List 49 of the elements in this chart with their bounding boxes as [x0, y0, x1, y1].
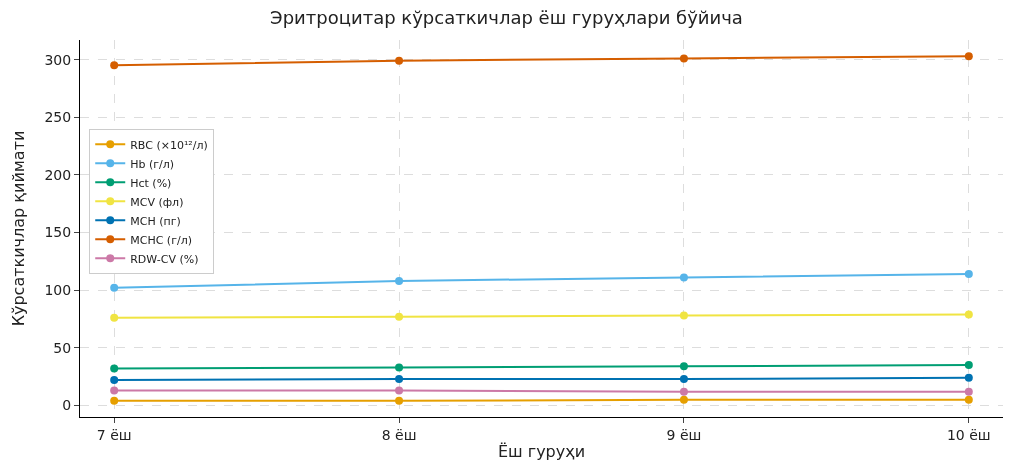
point [395, 396, 404, 405]
legend-label: MCV (фл) [130, 195, 184, 209]
y-tick-label: 300 [44, 51, 72, 68]
legend-label: MCHC (г/л) [130, 233, 192, 247]
y-tick-label: 0 [62, 397, 72, 414]
legend-label: RBC (×10¹²/л) [130, 138, 208, 152]
point [110, 313, 119, 322]
point [964, 361, 973, 370]
x-tick-label: 9 ёш [666, 426, 702, 443]
point [110, 283, 119, 292]
y-axis-title: Кўрсаткичлар қиймати [9, 130, 29, 327]
point [110, 376, 119, 385]
point [395, 312, 404, 321]
point [679, 374, 688, 383]
point [679, 311, 688, 320]
legend-label: Hct (%) [130, 176, 172, 190]
legend-label: MCH (пг) [130, 214, 181, 228]
y-tick-label: 150 [44, 224, 72, 241]
point [395, 386, 404, 395]
point [110, 396, 119, 405]
legend-label: Hb (г/л) [130, 157, 175, 171]
point [395, 363, 404, 372]
point [110, 386, 119, 395]
x-axis-title: Ёш гуруҳи [497, 442, 586, 462]
point [964, 373, 973, 382]
x-tick-label: 7 ёш [96, 426, 132, 443]
y-tick-label: 50 [53, 339, 72, 356]
point [964, 310, 973, 319]
chart-title: Эритроцитар кўрсаткичлар ёш гуруҳлари бўйича [270, 7, 743, 29]
x-tick-label: 8 ёш [381, 426, 417, 443]
point [679, 387, 688, 396]
y-tick-label: 100 [44, 282, 72, 299]
point [110, 364, 119, 373]
point [395, 276, 404, 285]
point [964, 270, 973, 279]
point [964, 387, 973, 396]
legend-label: RDW-CV (%) [130, 252, 199, 266]
y-tick-label: 200 [44, 166, 72, 183]
point [110, 61, 119, 70]
x-tick-label: 10 ёш [946, 426, 991, 443]
point [964, 52, 973, 61]
point [679, 273, 688, 282]
point [395, 374, 404, 383]
point [679, 362, 688, 371]
point [964, 395, 973, 404]
point [395, 56, 404, 65]
y-tick-label: 250 [44, 109, 72, 126]
point [679, 395, 688, 404]
point [679, 54, 688, 63]
